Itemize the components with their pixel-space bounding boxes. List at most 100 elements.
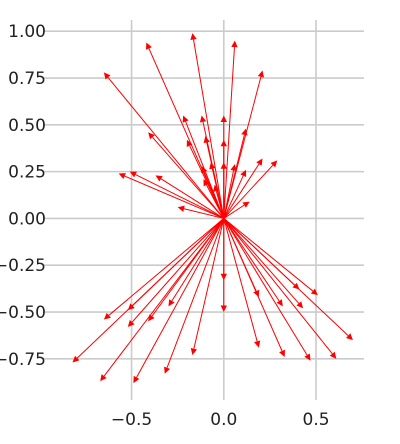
vector-arrow: [148, 132, 225, 219]
arrow-shaft: [223, 163, 260, 219]
vector-arrow: [129, 171, 225, 219]
arrow-head: [346, 333, 353, 341]
arrow-shaft: [103, 218, 225, 377]
arrow-head: [270, 160, 278, 168]
arrow-head: [253, 289, 260, 298]
x-tick-label: −0.5: [111, 410, 152, 430]
arrow-shaft: [223, 218, 296, 286]
vector-arrow: [100, 218, 225, 382]
vector-arrow: [223, 158, 263, 219]
arrow-head: [203, 136, 210, 144]
arrow-shaft: [152, 136, 225, 219]
arrow-head: [241, 128, 248, 136]
arrow-shaft: [183, 208, 224, 219]
y-tick-label: 0.75: [8, 69, 46, 89]
vector-arrow: [190, 218, 225, 356]
arrow-head: [254, 340, 261, 348]
vector-arrow: [127, 218, 225, 327]
vector-arrow: [223, 218, 337, 359]
arrow-shaft: [185, 121, 225, 219]
arrow-shaft: [160, 178, 225, 219]
arrow-shaft: [223, 218, 258, 342]
arrow-head: [103, 72, 111, 80]
y-tick-label: −0.75: [0, 350, 46, 370]
arrow-shaft: [223, 164, 274, 219]
arrow-head: [177, 205, 185, 212]
arrow-shaft: [223, 47, 235, 219]
arrow-head: [190, 33, 197, 41]
arrow-head: [220, 139, 227, 147]
arrow-head: [209, 162, 216, 170]
arrow-shaft: [124, 175, 224, 219]
arrow-shaft: [189, 145, 225, 219]
arrow-head: [164, 366, 171, 374]
vector-arrow: [223, 218, 260, 298]
vector-arrow: [223, 160, 278, 219]
arrow-shaft: [166, 218, 225, 368]
arrow-head: [129, 171, 137, 178]
vector-arrow: [220, 162, 227, 219]
arrow-shaft: [223, 175, 244, 219]
arrow-head: [190, 348, 198, 356]
vector-arrow: [223, 218, 311, 361]
arrow-head: [257, 70, 264, 78]
x-tick-label: 0.5: [303, 410, 330, 430]
arrow-head: [148, 314, 155, 322]
arrow-head: [148, 132, 155, 140]
arrow-shaft: [223, 170, 235, 219]
arrow-shaft: [193, 218, 225, 349]
arrow-shaft: [223, 218, 257, 292]
y-tick-label: 0.00: [8, 209, 46, 229]
vector-arrow: [155, 175, 225, 219]
arrow-shaft: [193, 39, 225, 219]
arrow-head: [240, 169, 247, 177]
y-tick-label: 1.00: [8, 22, 46, 42]
x-tick-label: 0.0: [210, 410, 237, 430]
arrow-head: [279, 349, 285, 357]
arrow-shaft: [151, 218, 225, 317]
arrow-shaft: [223, 134, 245, 219]
arrow-shaft: [223, 218, 308, 356]
arrow-head: [118, 173, 126, 179]
vector-arrow: [223, 218, 318, 296]
arrow-shaft: [131, 218, 225, 323]
vector-arrow: [190, 33, 225, 219]
arrow-head: [220, 162, 227, 169]
arrow-head: [220, 115, 227, 122]
arrow-head: [127, 320, 135, 327]
arrow-head: [146, 42, 152, 50]
arrow-head: [296, 301, 304, 309]
arrow-head: [231, 40, 238, 48]
vector-arrow: [186, 139, 225, 219]
vector-arrow: [223, 218, 261, 348]
arrow-head: [276, 299, 283, 307]
y-tick-label: 0.50: [8, 116, 46, 136]
vector-arrow: [223, 40, 238, 219]
arrow-shaft: [108, 218, 225, 316]
arrow-shaft: [136, 218, 225, 378]
vector-arrow: [223, 128, 248, 219]
arrow-head: [168, 299, 175, 307]
arrow-shaft: [171, 218, 225, 302]
arrow-head: [103, 312, 111, 320]
arrow-shaft: [223, 218, 314, 292]
arrow-head: [230, 164, 237, 172]
vector-arrow: [223, 201, 250, 219]
arrow-head: [72, 355, 80, 363]
vector-arrow: [103, 218, 225, 320]
arrow-head: [304, 353, 311, 361]
vector-arrow: [223, 169, 247, 219]
vector-arrow: [103, 72, 225, 219]
arrow-shaft: [223, 204, 245, 219]
arrow-head: [199, 115, 207, 123]
vector-arrow: [213, 184, 225, 219]
arrow-layer: [72, 33, 353, 384]
arrow-shaft: [223, 218, 300, 304]
vector-arrow: [133, 218, 225, 384]
tick-labels: −0.5 0.0 0.5 −0.75 −0.50 −0.25 0.00 0.25 0.50 0.7…: [0, 22, 330, 430]
vector-arrow: [177, 205, 224, 219]
vector-arrow: [168, 218, 225, 307]
arrow-head: [310, 288, 318, 296]
